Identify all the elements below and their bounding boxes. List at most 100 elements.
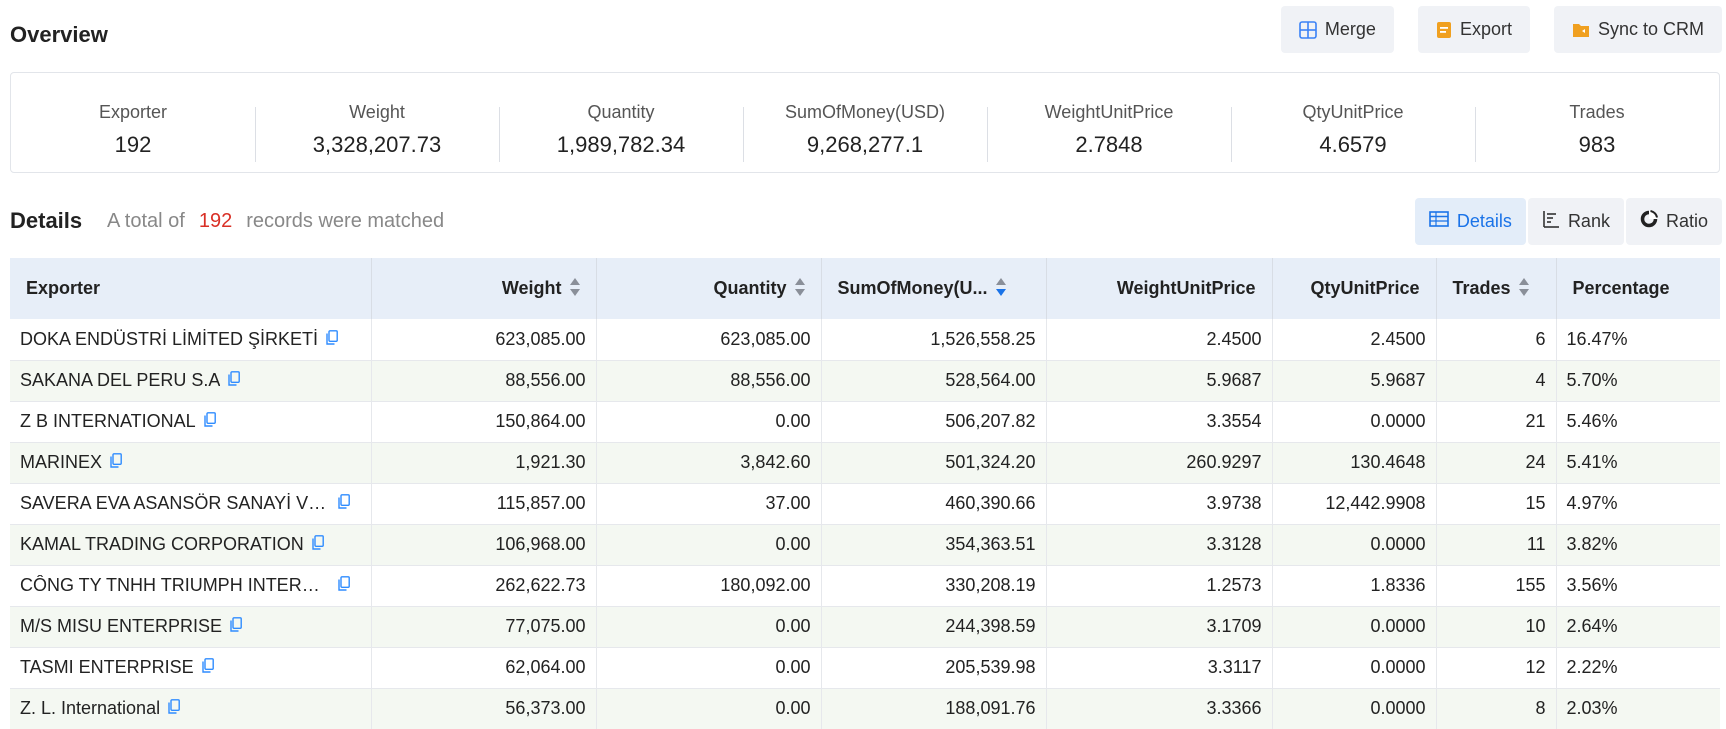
cell-percentage: 4.97% bbox=[1556, 483, 1720, 525]
sort-desc-icon[interactable] bbox=[995, 277, 1006, 297]
cell-exporter[interactable]: Z. L. International bbox=[10, 688, 372, 729]
pie-icon bbox=[1640, 210, 1658, 233]
table-row[interactable]: Z. L. International 56,373.00 0.00 188,091.… bbox=[10, 688, 1720, 729]
tab-ratio-label: Ratio bbox=[1665, 211, 1708, 231]
export-icon bbox=[1436, 21, 1452, 39]
stat-exporter: Exporter 192 bbox=[11, 88, 255, 158]
column-header-exporter[interactable]: Exporter bbox=[10, 258, 372, 319]
merge-button[interactable]: Merge bbox=[1280, 6, 1394, 53]
copy-icon[interactable] bbox=[202, 657, 214, 678]
cell-quantity: 88,556.00 bbox=[596, 360, 822, 402]
cell-exporter[interactable]: Z B INTERNATIONAL bbox=[10, 401, 372, 443]
copy-icon[interactable] bbox=[110, 452, 122, 473]
sort-icon[interactable] bbox=[569, 277, 580, 297]
exporter-name-link[interactable]: Z. L. International bbox=[20, 698, 161, 719]
merge-icon bbox=[1299, 20, 1317, 39]
cell-exporter[interactable]: TASMI ENTERPRISE bbox=[10, 647, 372, 689]
copy-icon[interactable] bbox=[203, 411, 216, 432]
copy-icon[interactable] bbox=[338, 575, 350, 596]
table-row[interactable]: MARINEX 1,921.30 3,842.60 501,324.20 260.929… bbox=[10, 442, 1720, 484]
sort-icon[interactable] bbox=[794, 277, 805, 297]
stat-label: SumOfMoney(USD) bbox=[784, 101, 946, 122]
cell-qty-unit-price: 0.0000 bbox=[1272, 606, 1437, 648]
column-header-weight[interactable]: Weight bbox=[371, 258, 597, 319]
tab-details[interactable]: Details bbox=[1414, 198, 1526, 245]
table-row[interactable]: SAKANA DEL PERU S.A 88,556.00 88,556.00 528… bbox=[10, 360, 1720, 402]
cell-weight-unit-price: 3.3366 bbox=[1046, 688, 1273, 729]
copy-icon[interactable] bbox=[326, 329, 338, 350]
stat-label: WeightUnitPrice bbox=[1044, 101, 1174, 122]
cell-exporter[interactable]: MARINEX bbox=[10, 442, 372, 484]
column-header-qty-unit-price[interactable]: QtyUnitPrice bbox=[1272, 258, 1437, 319]
sort-icon[interactable] bbox=[1518, 277, 1529, 297]
table-row[interactable]: TASMI ENTERPRISE 62,064.00 0.00 205,539.98 3… bbox=[10, 647, 1720, 689]
cell-percentage: 5.46% bbox=[1556, 401, 1720, 443]
table-row[interactable]: Z B INTERNATIONAL 150,864.00 0.00 506,207.8… bbox=[10, 401, 1720, 443]
table-row[interactable]: SAVERA EVA ASANSÖR SANAYİ VE T... 115,857… bbox=[10, 483, 1720, 525]
column-header-weight-unit-price[interactable]: WeightUnitPrice bbox=[1046, 258, 1273, 319]
cell-percentage: 16.47% bbox=[1556, 319, 1720, 361]
cell-trades: 24 bbox=[1436, 442, 1557, 484]
column-header-quantity[interactable]: Quantity bbox=[596, 258, 822, 319]
cell-weight: 623,085.00 bbox=[371, 319, 597, 361]
cell-trades: 155 bbox=[1436, 565, 1557, 607]
exporter-name-link[interactable]: KAMAL TRADING CORPORATION bbox=[20, 534, 304, 555]
cell-exporter[interactable]: CÔNG TY TNHH TRIUMPH INTERNA... bbox=[10, 565, 372, 607]
exporter-name-link[interactable]: SAKANA DEL PERU S.A bbox=[20, 370, 221, 391]
cell-trades: 8 bbox=[1436, 688, 1557, 729]
cell-percentage: 3.82% bbox=[1556, 524, 1720, 566]
exporter-name-link[interactable]: TASMI ENTERPRISE bbox=[20, 657, 194, 678]
action-toolbar: Merge Export Sync to CRM bbox=[1280, 6, 1722, 53]
cell-qty-unit-price: 0.0000 bbox=[1272, 401, 1437, 443]
column-header-sum-of-money[interactable]: SumOfMoney(U... bbox=[821, 258, 1047, 319]
cell-qty-unit-price: 0.0000 bbox=[1272, 688, 1437, 729]
cell-weight-unit-price: 1.2573 bbox=[1046, 565, 1273, 607]
stat-value: 9,268,277.1 bbox=[806, 131, 924, 157]
table-row[interactable]: CÔNG TY TNHH TRIUMPH INTERNA... 262,622.7… bbox=[10, 565, 1720, 607]
cell-qty-unit-price: 1.8336 bbox=[1272, 565, 1437, 607]
cell-weight: 77,075.00 bbox=[371, 606, 597, 648]
cell-percentage: 2.03% bbox=[1556, 688, 1720, 729]
stat-label: Weight bbox=[349, 101, 405, 122]
cell-sum-of-money: 330,208.19 bbox=[821, 565, 1047, 607]
exporter-name-link[interactable]: SAVERA EVA ASANSÖR SANAYİ VE T... bbox=[20, 493, 330, 514]
exporter-name-link[interactable]: CÔNG TY TNHH TRIUMPH INTERNA... bbox=[20, 575, 330, 596]
cell-weight-unit-price: 3.3554 bbox=[1046, 401, 1273, 443]
copy-icon[interactable] bbox=[338, 493, 350, 514]
sync-to-crm-button[interactable]: Sync to CRM bbox=[1553, 6, 1722, 53]
cell-exporter[interactable]: DOKA ENDÜSTRİ LİMİTED ŞİRKETİ bbox=[10, 319, 372, 361]
table-row[interactable]: KAMAL TRADING CORPORATION 106,968.00 0.00 3… bbox=[10, 524, 1720, 566]
cell-quantity: 0.00 bbox=[596, 524, 822, 566]
sync-crm-label: Sync to CRM bbox=[1597, 19, 1704, 39]
exporter-name-link[interactable]: Z B INTERNATIONAL bbox=[20, 411, 196, 432]
details-table: Exporter Weight Quantity SumOfMoney(U...… bbox=[10, 258, 1720, 729]
exporter-name-link[interactable]: M/S MISU ENTERPRISE bbox=[20, 616, 223, 637]
cell-quantity: 0.00 bbox=[596, 401, 822, 443]
copy-icon[interactable] bbox=[228, 370, 241, 391]
tab-rank[interactable]: Rank bbox=[1527, 198, 1624, 245]
export-button[interactable]: Export bbox=[1417, 6, 1530, 53]
cell-exporter[interactable]: SAKANA DEL PERU S.A bbox=[10, 360, 372, 402]
column-header-percentage[interactable]: Percentage bbox=[1556, 258, 1720, 319]
cell-exporter[interactable]: KAMAL TRADING CORPORATION bbox=[10, 524, 372, 566]
cell-trades: 12 bbox=[1436, 647, 1557, 689]
copy-icon[interactable] bbox=[230, 616, 242, 637]
cell-exporter[interactable]: SAVERA EVA ASANSÖR SANAYİ VE T... bbox=[10, 483, 372, 525]
cell-weight: 1,921.30 bbox=[371, 442, 597, 484]
cell-sum-of-money: 244,398.59 bbox=[821, 606, 1047, 648]
table-row[interactable]: M/S MISU ENTERPRISE 77,075.00 0.00 244,398.… bbox=[10, 606, 1720, 648]
stat-value: 983 bbox=[1578, 131, 1616, 157]
exporter-name-link[interactable]: DOKA ENDÜSTRİ LİMİTED ŞİRKETİ bbox=[20, 329, 319, 350]
column-header-trades[interactable]: Trades bbox=[1436, 258, 1557, 319]
cell-qty-unit-price: 0.0000 bbox=[1272, 647, 1437, 689]
records-summary: A total of 192 records were matched bbox=[107, 210, 444, 233]
copy-icon[interactable] bbox=[168, 698, 180, 719]
tab-ratio[interactable]: Ratio bbox=[1625, 198, 1722, 245]
export-label: Export bbox=[1459, 19, 1512, 39]
exporter-name-link[interactable]: MARINEX bbox=[20, 452, 103, 473]
table-row[interactable]: DOKA ENDÜSTRİ LİMİTED ŞİRKETİ 623,085.00 6… bbox=[10, 319, 1720, 361]
copy-icon[interactable] bbox=[312, 534, 324, 555]
cell-sum-of-money: 188,091.76 bbox=[821, 688, 1047, 729]
cell-exporter[interactable]: M/S MISU ENTERPRISE bbox=[10, 606, 372, 648]
cell-weight-unit-price: 2.4500 bbox=[1046, 319, 1273, 361]
